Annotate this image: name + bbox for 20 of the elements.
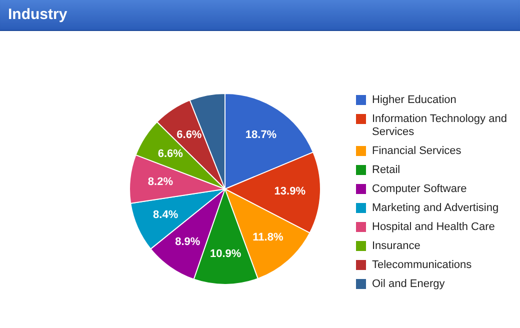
data-label: 6.6% [176,128,202,141]
legend-label: Telecommunications [372,259,472,272]
data-label: 18.7% [245,128,277,141]
data-label: 8.4% [153,209,178,222]
legend-label: Marketing and Advertising [372,202,499,215]
legend-label: Insurance [372,240,420,253]
chart-title: Industry [8,6,68,23]
data-label: 10.9% [210,248,242,260]
data-label: 8.9% [175,236,200,248]
legend-label: Hospital and Health Care [372,221,495,234]
legend-label: Oil and Energy [372,278,445,291]
legend-label: Retail [372,164,400,177]
data-label: 6.6% [158,148,184,160]
legend-label: Computer Software [372,183,467,196]
data-label: 11.8% [252,232,284,244]
legend-label: Financial Services [372,145,462,158]
legend-label: Information Technology and Services [372,113,508,139]
data-label: 13.9% [274,186,306,198]
legend-label: Higher Education [372,94,456,107]
data-label: 8.2% [148,176,174,188]
